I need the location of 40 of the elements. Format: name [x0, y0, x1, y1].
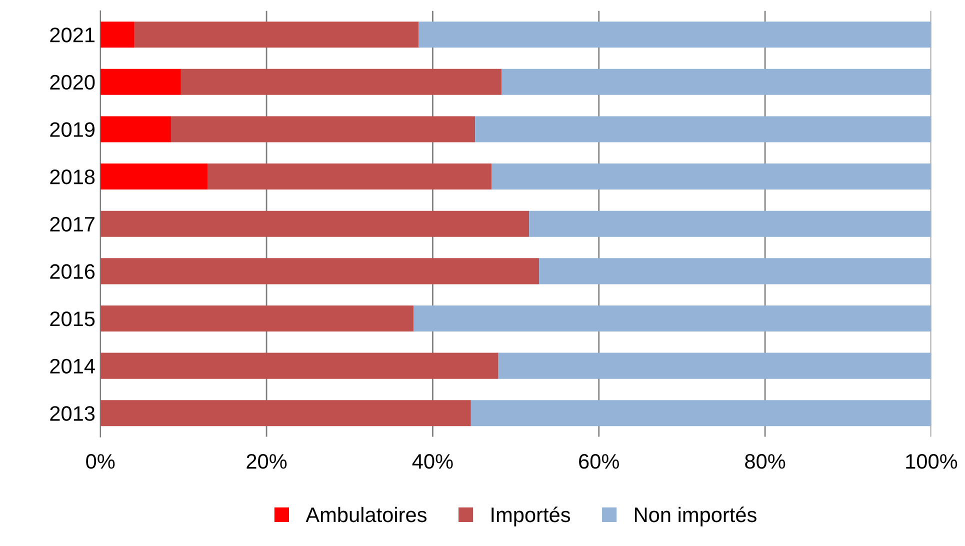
bar — [100, 116, 171, 142]
bar — [502, 68, 932, 95]
x-tick-label: 80% — [745, 454, 786, 469]
y-tick-label: 2016 — [50, 264, 95, 279]
x-tick-label: 20% — [246, 454, 287, 469]
x-tick-label: 60% — [579, 454, 619, 469]
y-tick-label: 2013 — [50, 406, 95, 421]
bar — [170, 116, 476, 142]
bar — [100, 210, 530, 237]
x-tick-label: 100% — [906, 454, 958, 469]
bar — [475, 116, 932, 142]
legend-label: Ambulatoires — [306, 506, 426, 522]
bar — [100, 68, 181, 95]
y-tick-label: 2018 — [50, 170, 95, 184]
bar — [470, 400, 932, 426]
y-tick-label: 2015 — [50, 312, 95, 326]
bar — [418, 22, 932, 48]
legend-label: Importés — [492, 506, 570, 526]
bar — [208, 164, 492, 190]
y-tick-label: 2021 — [50, 28, 94, 42]
bar — [414, 305, 932, 332]
x-tick-label: 0% — [86, 454, 115, 469]
bar — [100, 164, 208, 190]
y-tick-label: 2019 — [50, 122, 95, 137]
bar — [492, 164, 932, 190]
legend-label: Non importés — [634, 506, 756, 526]
bar — [539, 258, 932, 284]
bar — [100, 22, 134, 48]
bar — [100, 400, 471, 426]
y-tick-label: 2017 — [50, 216, 94, 232]
bar — [134, 22, 419, 48]
bar — [498, 352, 932, 379]
x-tick-label: 40% — [412, 454, 453, 469]
bar — [100, 258, 540, 284]
bar — [180, 68, 502, 95]
y-tick-label: 2020 — [50, 74, 95, 90]
bar — [100, 352, 498, 379]
y-tick-label: 2014 — [50, 358, 95, 374]
bar — [100, 305, 414, 332]
bar — [529, 210, 932, 237]
